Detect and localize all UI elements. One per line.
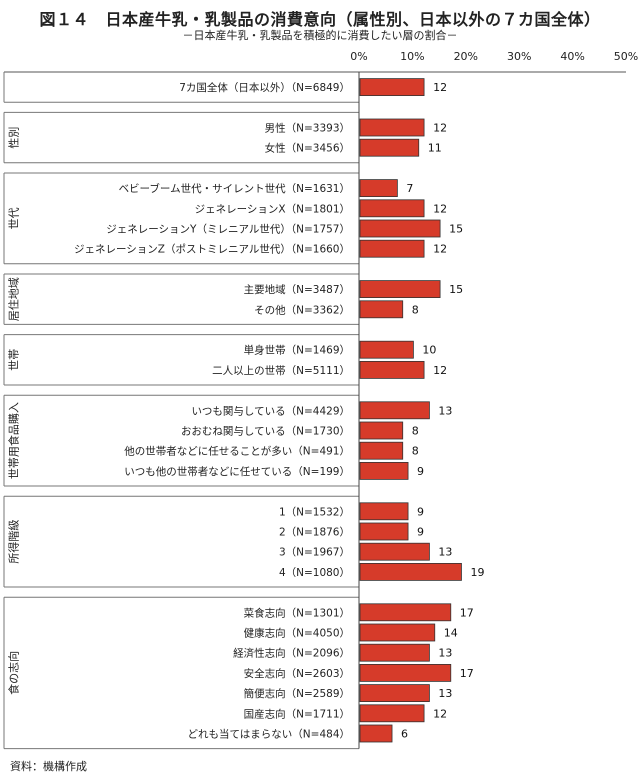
bar — [359, 138, 420, 157]
bar — [359, 623, 436, 642]
chart-title: 図１４ 日本産牛乳・乳製品の消費意向（属性別、日本以外の７カ国全体） — [39, 10, 601, 29]
category-label: 3（N=1967） — [279, 547, 350, 559]
category-label: どれも当てはまらない（N=484） — [188, 728, 350, 741]
bar — [359, 643, 430, 662]
category-label: 菜食志向（N=1301） — [244, 606, 350, 619]
value-label: 8 — [412, 303, 419, 316]
bar — [359, 179, 398, 198]
chart-subtitle: －日本産牛乳・乳製品を積極的に消費したい層の割合－ — [182, 29, 458, 42]
value-label: 12 — [433, 707, 447, 720]
bar — [359, 724, 393, 743]
bar — [359, 340, 414, 359]
x-tick-label: 10% — [400, 50, 424, 63]
value-label: 15 — [449, 223, 463, 236]
category-label: その他（N=3362） — [254, 303, 350, 316]
value-label: 10 — [422, 344, 436, 357]
bar — [359, 664, 452, 682]
value-label: 9 — [417, 465, 424, 478]
bar — [359, 118, 425, 137]
group-label: 性別 — [7, 127, 21, 149]
x-tick-label: 0% — [350, 50, 367, 63]
value-label: 8 — [412, 445, 419, 458]
bar — [359, 239, 425, 258]
category-label: 国産志向（N=1711） — [244, 707, 350, 720]
bar — [359, 360, 425, 379]
category-label: 二人以上の世帯（N=5111） — [212, 364, 350, 377]
category-label: 他の世帯者などに任せることが多い（N=491） — [124, 445, 350, 458]
group-label: 所得階級 — [7, 520, 21, 564]
group-label: 食の志向 — [7, 651, 21, 695]
group-label: 世代 — [8, 207, 21, 229]
bar — [359, 704, 425, 723]
value-label: 11 — [428, 142, 442, 155]
x-tick-label: 20% — [454, 50, 478, 63]
x-tick-label: 50% — [614, 50, 638, 63]
value-label: 9 — [417, 526, 424, 539]
value-label: 7 — [406, 182, 413, 195]
value-label: 12 — [433, 81, 447, 94]
value-label: 12 — [433, 202, 447, 215]
bar — [359, 563, 462, 581]
category-label: いつも他の世帯者などに任せている（N=199） — [124, 465, 350, 478]
x-tick-label: 30% — [507, 50, 531, 63]
category-label: 主要地域（N=3487） — [244, 283, 350, 296]
bar — [359, 603, 452, 622]
group-label: 世帯用食品購入 — [7, 402, 21, 479]
bar — [359, 199, 425, 218]
value-label: 17 — [460, 606, 474, 619]
category-label: 7カ国全体（日本以外）（N=6849） — [179, 81, 350, 94]
bar — [359, 441, 404, 460]
value-label: 9 — [417, 505, 424, 518]
bar — [359, 401, 430, 420]
bar — [359, 684, 430, 702]
category-label: ジェネレーションY（ミレニアル世代）（N=1757） — [106, 224, 350, 236]
category-label: 単身世帯（N=1469） — [244, 344, 350, 357]
bar — [359, 461, 409, 480]
value-label: 13 — [438, 404, 452, 417]
bar — [359, 421, 404, 440]
source-note: 資料：機構作成 — [10, 760, 87, 773]
bar — [359, 522, 409, 541]
category-label: ベビーブーム世代・サイレント世代（N=1631） — [119, 182, 350, 195]
value-label: 13 — [438, 687, 452, 700]
group-label: 世帯 — [8, 349, 21, 371]
value-label: 14 — [444, 627, 458, 640]
value-label: 19 — [470, 566, 484, 579]
bar — [359, 78, 425, 96]
category-label: 2（N=1876） — [279, 527, 350, 539]
category-label: 4（N=1080） — [279, 567, 350, 579]
category-label: ジェネレーションZ（ポストミレニアル世代）（N=1660） — [74, 244, 350, 256]
value-label: 12 — [433, 243, 447, 256]
bar — [359, 300, 404, 319]
bar — [359, 219, 441, 238]
bar — [359, 502, 409, 521]
category-label: おおむね関与している（N=1730） — [181, 426, 350, 438]
category-label: 簡便志向（N=2589） — [244, 687, 350, 700]
value-label: 15 — [449, 283, 463, 296]
category-label: 男性（N=3393） — [265, 122, 350, 135]
category-label: 健康志向（N=4050） — [244, 627, 350, 640]
value-label: 12 — [433, 122, 447, 135]
category-label: 安全志向（N=2603） — [244, 667, 350, 680]
bar — [359, 280, 441, 299]
category-label: ジェネレーションX（N=1801） — [195, 203, 350, 215]
value-label: 13 — [438, 546, 452, 559]
value-label: 13 — [438, 647, 452, 660]
value-label: 12 — [433, 364, 447, 377]
category-label: 経済性志向（N=2096） — [233, 647, 350, 660]
value-label: 6 — [401, 728, 408, 741]
bar — [359, 542, 430, 561]
category-label: いつも関与している（N=4429） — [191, 405, 350, 417]
x-tick-label: 40% — [560, 50, 584, 63]
category-label: 1（N=1532） — [279, 506, 350, 518]
group-label: 居住地域 — [7, 277, 21, 321]
value-label: 17 — [460, 667, 474, 680]
value-label: 8 — [412, 425, 419, 438]
category-label: 女性（N=3456） — [265, 142, 350, 155]
